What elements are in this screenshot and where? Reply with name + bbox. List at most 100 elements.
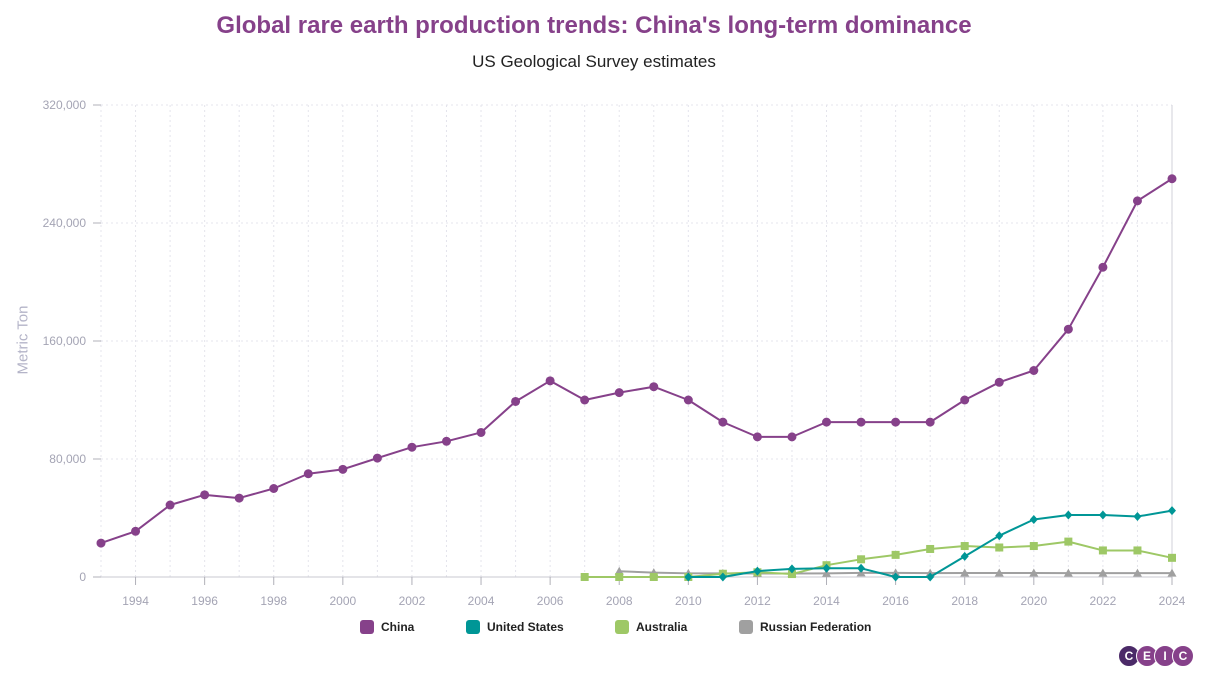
data-point xyxy=(1029,366,1039,375)
x-tick-label: 2020 xyxy=(1020,594,1047,608)
legend-label: China xyxy=(381,620,415,634)
data-point xyxy=(1063,568,1073,577)
x-tick-label: 2012 xyxy=(744,594,771,608)
x-tick-label: 1998 xyxy=(260,594,287,608)
y-tick-label: 160,000 xyxy=(43,334,87,348)
data-point xyxy=(614,388,624,398)
data-point xyxy=(995,543,1004,552)
data-point xyxy=(1132,568,1142,577)
data-point xyxy=(649,382,659,392)
data-point xyxy=(891,568,901,577)
series-line xyxy=(584,540,1173,578)
data-point xyxy=(684,572,693,582)
data-point xyxy=(1029,514,1038,524)
legend-item[interactable]: Russian Federation xyxy=(739,620,871,634)
logo-letter: C xyxy=(1118,645,1140,667)
data-point xyxy=(1098,568,1108,577)
data-point xyxy=(1029,542,1038,551)
x-tick-label: 2014 xyxy=(813,594,840,608)
legend-label: Russian Federation xyxy=(760,620,872,634)
data-point xyxy=(96,538,106,548)
data-point xyxy=(165,500,175,510)
data-point xyxy=(441,436,451,446)
legend-swatch xyxy=(360,620,374,634)
legend-label: Australia xyxy=(636,620,688,634)
data-point xyxy=(649,573,658,581)
x-tick-label: 2010 xyxy=(675,594,702,608)
legend: China United States Australia Russian Feder… xyxy=(0,620,1206,638)
data-point xyxy=(407,442,417,452)
y-tick-label: 240,000 xyxy=(43,216,87,230)
data-point xyxy=(787,564,796,574)
y-tick-label: 0 xyxy=(79,570,86,584)
data-point xyxy=(545,376,555,386)
logo-letter: C xyxy=(1172,645,1194,667)
y-tick-label: 320,000 xyxy=(43,98,87,112)
data-point xyxy=(303,469,313,479)
data-point xyxy=(787,570,796,579)
legend-item[interactable]: United States xyxy=(466,620,564,634)
legend-swatch xyxy=(615,620,629,634)
grid xyxy=(100,104,1173,577)
chart-subtitle: US Geological Survey estimates xyxy=(472,52,716,71)
data-point xyxy=(1098,510,1107,520)
data-point xyxy=(994,568,1004,577)
series-china xyxy=(96,174,1177,548)
data-point xyxy=(1098,262,1108,272)
data-point xyxy=(269,484,279,493)
data-point xyxy=(1063,324,1073,334)
data-point xyxy=(200,490,210,500)
data-point xyxy=(372,453,382,463)
data-point xyxy=(1132,196,1142,206)
data-point xyxy=(787,432,797,442)
legend-item[interactable]: China xyxy=(360,620,414,634)
x-tick-label: 2006 xyxy=(537,594,564,608)
x-tick-label: 2024 xyxy=(1159,594,1186,608)
x-tick-label: 2018 xyxy=(951,594,978,608)
x-tick-label: 2016 xyxy=(882,594,909,608)
x-tick-label: 1996 xyxy=(191,594,218,608)
data-point xyxy=(822,563,831,573)
data-point xyxy=(857,555,866,564)
data-point xyxy=(822,568,832,577)
data-point xyxy=(994,377,1004,387)
data-point xyxy=(476,427,486,437)
data-point xyxy=(960,551,969,561)
data-point xyxy=(1133,512,1142,522)
legend-item[interactable]: Australia xyxy=(615,620,687,634)
data-point xyxy=(615,573,624,581)
x-tick-label: 2022 xyxy=(1090,594,1117,608)
axes: 0 80,000 160,000 240,000 320,000 1994 1996 1998… xyxy=(43,98,1186,608)
data-point xyxy=(822,417,832,427)
data-point xyxy=(1168,553,1176,562)
data-point xyxy=(891,550,900,559)
data-point xyxy=(718,572,727,582)
legend-swatch xyxy=(739,620,753,634)
data-point xyxy=(1167,568,1177,577)
data-point xyxy=(1029,568,1039,577)
data-point xyxy=(857,563,866,573)
data-point xyxy=(995,531,1004,541)
x-tick-label: 2002 xyxy=(399,594,426,608)
data-point xyxy=(511,396,521,406)
data-point xyxy=(580,573,589,581)
x-tick-label: 2004 xyxy=(468,594,495,608)
data-point xyxy=(1098,546,1107,555)
data-point xyxy=(926,544,935,553)
data-point xyxy=(925,417,935,427)
data-point xyxy=(614,566,624,575)
series-line xyxy=(100,177,1173,545)
data-point xyxy=(1064,537,1073,546)
data-point xyxy=(753,566,762,576)
series-united-states xyxy=(684,506,1176,582)
data-point xyxy=(960,542,969,551)
legend-label: United States xyxy=(487,620,564,634)
legend-swatch xyxy=(466,620,480,634)
x-tick-label: 1994 xyxy=(122,594,149,608)
data-point xyxy=(856,417,866,427)
y-axis-label: Metric Ton xyxy=(14,305,32,375)
data-point xyxy=(580,395,590,405)
data-point xyxy=(683,395,693,405)
data-point xyxy=(960,395,970,405)
